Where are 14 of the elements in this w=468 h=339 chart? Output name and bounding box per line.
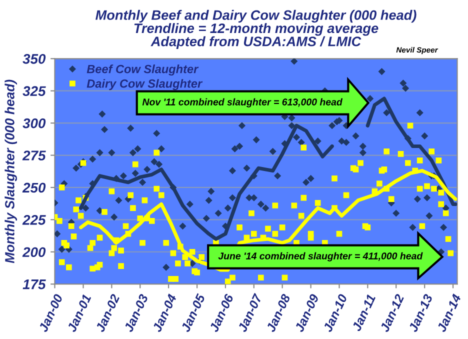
- y-axis-title: Monthly Slaughter (000 head): [4, 80, 17, 264]
- annotation: June '14 combined slaughter = 411,000 head: [218, 252, 423, 262]
- y-tick-label: 300: [22, 118, 46, 128]
- y-tick-label: 250: [22, 182, 46, 193]
- y-tick-label: 275: [22, 150, 46, 160]
- line-series: [79, 168, 458, 272]
- y-tick-label: 175: [22, 280, 46, 290]
- y-tick-label: 350: [22, 54, 46, 64]
- y-tick-label: 225: [22, 215, 46, 225]
- legend-label: Beef Cow Slaughter: [86, 64, 199, 76]
- annotation: Nov '11 combined slaughter = 613,000 head: [142, 98, 343, 108]
- legend-label: Dairy Cow Slaughter: [86, 79, 203, 90]
- y-tick-label: 200: [22, 247, 46, 258]
- y-tick-label: 325: [22, 86, 46, 96]
